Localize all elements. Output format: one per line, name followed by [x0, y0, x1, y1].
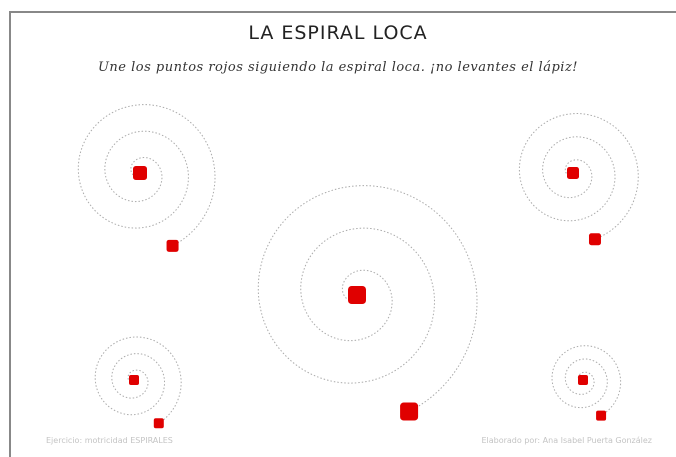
frame	[10, 12, 676, 457]
end-dot	[167, 240, 179, 252]
title: LA ESPIRAL LOCA	[0, 22, 676, 44]
spiral	[258, 186, 477, 412]
footer-left: Ejercicio: motricidad ESPIRALES	[46, 436, 173, 445]
end-dot	[154, 418, 164, 428]
end-dot	[400, 403, 418, 421]
start-dot	[133, 166, 147, 180]
start-dot	[578, 375, 588, 385]
instruction: Une los puntos rojos siguiendo la espira…	[0, 60, 676, 75]
footer-right: Elaborado por: Ana Isabel Puerta Gonzále…	[481, 436, 652, 445]
end-dot	[596, 411, 606, 421]
start-dot	[567, 167, 579, 179]
start-dot	[348, 286, 366, 304]
worksheet: LA ESPIRAL LOCA Une los puntos rojos sig…	[0, 0, 676, 457]
start-dot	[129, 375, 139, 385]
end-dot	[589, 233, 601, 245]
